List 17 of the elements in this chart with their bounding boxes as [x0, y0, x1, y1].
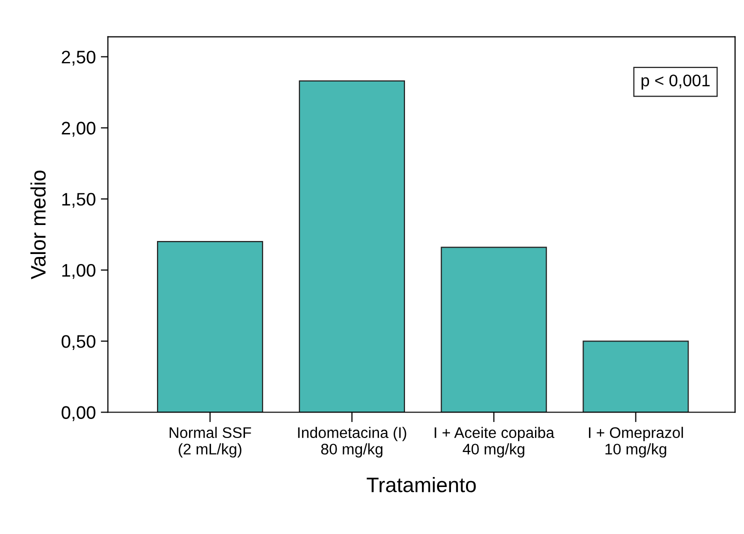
bar	[298, 80, 406, 412]
bar	[440, 246, 547, 412]
y-tick-label: 2,00	[62, 122, 96, 137]
bar	[582, 340, 689, 412]
y-tick-label: 0,00	[62, 406, 96, 422]
x-tick-label: I + Aceite copaiba 40 mg/kg	[434, 426, 554, 458]
x-tick-label: Indometacina (I) 80 mg/kg	[298, 426, 406, 458]
bar	[156, 241, 264, 412]
x-axis-title: Tratamiento	[366, 476, 476, 492]
y-tick-label: 2,50	[62, 50, 96, 66]
x-tick-label: Normal SSF (2 mL/kg)	[170, 426, 252, 458]
y-tick-label: 1,50	[62, 192, 96, 208]
y-tick-label: 0,50	[62, 335, 96, 350]
annotation: p < 0,001	[642, 74, 710, 90]
x-tick-label: I + Omeprazol 10 mg/kg	[588, 426, 683, 458]
y-axis-title: Valor medio	[30, 170, 46, 280]
y-tick-label: 1,00	[62, 264, 96, 279]
